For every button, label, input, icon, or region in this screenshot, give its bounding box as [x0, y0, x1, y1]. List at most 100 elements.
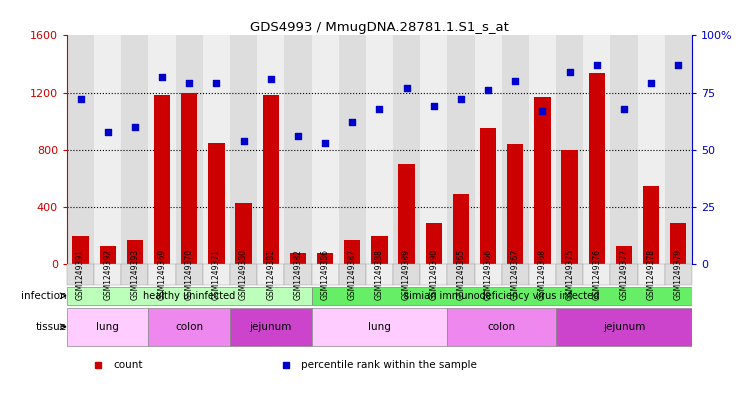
- Bar: [371, 236, 388, 264]
- Text: GSM1249388: GSM1249388: [375, 249, 384, 300]
- Bar: [154, 95, 170, 264]
- Bar: [230, 35, 257, 264]
- Point: [292, 133, 304, 139]
- Bar: [284, 35, 312, 264]
- Point: [319, 140, 331, 146]
- Bar: [344, 240, 360, 264]
- Bar: [583, 264, 610, 285]
- Bar: [670, 223, 687, 264]
- Bar: [149, 264, 176, 285]
- Text: lung: lung: [96, 322, 119, 332]
- Bar: [556, 35, 583, 264]
- Bar: [67, 264, 94, 285]
- Point: [618, 105, 630, 112]
- Text: GSM1249376: GSM1249376: [592, 249, 601, 300]
- Text: GSM1249387: GSM1249387: [347, 249, 357, 300]
- Point: [237, 138, 249, 144]
- Bar: [208, 143, 225, 264]
- Bar: [643, 185, 659, 264]
- Text: GSM1249370: GSM1249370: [185, 249, 193, 300]
- Point: [156, 73, 168, 80]
- Bar: [583, 35, 610, 264]
- Title: GDS4993 / MmugDNA.28781.1.S1_s_at: GDS4993 / MmugDNA.28781.1.S1_s_at: [250, 21, 509, 34]
- Text: GSM1249375: GSM1249375: [565, 249, 574, 300]
- Text: count: count: [114, 360, 144, 369]
- Bar: [447, 264, 475, 285]
- Point: [482, 87, 494, 94]
- Point: [74, 96, 86, 103]
- Text: infection: infection: [22, 291, 67, 301]
- Bar: [366, 264, 393, 285]
- Bar: [230, 264, 257, 285]
- Point: [673, 62, 684, 68]
- Point: [129, 124, 141, 130]
- Text: GSM1249393: GSM1249393: [130, 249, 139, 300]
- Bar: [393, 35, 420, 264]
- Bar: [289, 253, 306, 264]
- Bar: [447, 308, 556, 345]
- Bar: [312, 286, 692, 305]
- Text: healthy uninfected: healthy uninfected: [143, 291, 235, 301]
- Bar: [67, 35, 94, 264]
- Bar: [149, 308, 230, 345]
- Bar: [616, 246, 632, 264]
- Text: GSM1249368: GSM1249368: [538, 249, 547, 300]
- Text: GSM1249386: GSM1249386: [321, 249, 330, 300]
- Bar: [235, 203, 251, 264]
- Text: GSM1249382: GSM1249382: [293, 249, 302, 300]
- Bar: [475, 264, 501, 285]
- Bar: [339, 264, 366, 285]
- Bar: [176, 264, 203, 285]
- Bar: [507, 144, 524, 264]
- Text: lung: lung: [368, 322, 391, 332]
- Text: GSM1249367: GSM1249367: [511, 249, 520, 300]
- Bar: [562, 150, 578, 264]
- Text: colon: colon: [487, 322, 516, 332]
- Bar: [121, 35, 149, 264]
- Text: GSM1249390: GSM1249390: [429, 249, 438, 300]
- Bar: [121, 264, 149, 285]
- Point: [373, 105, 385, 112]
- Point: [428, 103, 440, 110]
- Bar: [67, 286, 312, 305]
- Bar: [100, 246, 116, 264]
- Bar: [126, 240, 143, 264]
- Text: GSM1249371: GSM1249371: [212, 249, 221, 300]
- Bar: [263, 95, 279, 264]
- Bar: [284, 264, 312, 285]
- Bar: [480, 129, 496, 264]
- Bar: [420, 264, 447, 285]
- Point: [102, 129, 114, 135]
- Text: GSM1249389: GSM1249389: [402, 249, 411, 300]
- Bar: [638, 264, 664, 285]
- Point: [346, 119, 358, 125]
- Bar: [312, 35, 339, 264]
- Bar: [312, 264, 339, 285]
- Bar: [534, 97, 551, 264]
- Bar: [556, 308, 692, 345]
- Text: GSM1249391: GSM1249391: [76, 249, 85, 300]
- Text: GSM1249379: GSM1249379: [674, 249, 683, 300]
- Bar: [366, 35, 393, 264]
- Text: GSM1249366: GSM1249366: [484, 249, 493, 300]
- Bar: [257, 35, 284, 264]
- Bar: [230, 308, 312, 345]
- Point: [455, 96, 467, 103]
- Bar: [94, 35, 121, 264]
- Bar: [529, 35, 556, 264]
- Bar: [203, 35, 230, 264]
- Point: [183, 80, 195, 86]
- Text: GSM1249378: GSM1249378: [647, 249, 655, 300]
- Point: [564, 69, 576, 75]
- Bar: [529, 264, 556, 285]
- Bar: [149, 35, 176, 264]
- Text: tissue: tissue: [36, 322, 67, 332]
- Text: simian immunodeficiency virus infected: simian immunodeficiency virus infected: [404, 291, 600, 301]
- Text: GSM1249381: GSM1249381: [266, 249, 275, 300]
- Bar: [399, 164, 414, 264]
- Text: jejunum: jejunum: [249, 322, 292, 332]
- Point: [536, 108, 548, 114]
- Text: colon: colon: [175, 322, 203, 332]
- Text: percentile rank within the sample: percentile rank within the sample: [301, 360, 477, 369]
- Bar: [67, 308, 149, 345]
